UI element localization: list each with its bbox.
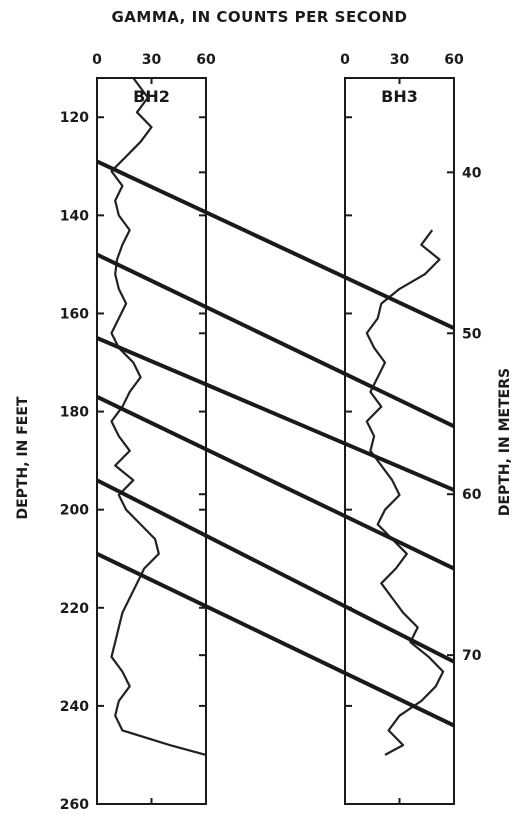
y-tick-label-feet: 160 — [60, 306, 89, 322]
correlation-line — [96, 252, 455, 429]
y-tick-label-feet: 200 — [60, 503, 89, 519]
x-tick-label: 30 — [390, 52, 410, 68]
y-tick-label-feet: 260 — [60, 797, 89, 813]
y-tick-label-meters: 50 — [462, 326, 482, 342]
y-tick-label-meters: 60 — [462, 487, 482, 503]
y-tick-label-feet: 240 — [60, 699, 89, 715]
panel-label-bh3: BH3 — [381, 87, 418, 106]
correlation-line — [96, 395, 455, 571]
panel-frame-bh3 — [344, 77, 455, 805]
x-tick-label: 60 — [196, 52, 216, 68]
x-tick-label: 30 — [142, 52, 162, 68]
chart-title: GAMMA, IN COUNTS PER SECOND — [111, 8, 408, 26]
correlation-line — [96, 478, 455, 664]
x-tick-label: 0 — [92, 52, 102, 68]
y-tick-label-meters: 40 — [462, 165, 482, 181]
correlation-line — [96, 552, 455, 728]
gamma-trace-bh2 — [110, 77, 207, 756]
y-tick-label-feet: 140 — [60, 208, 89, 224]
y-tick-label-feet: 120 — [60, 110, 89, 126]
x-tick-label: 60 — [444, 52, 464, 68]
correlation-line — [96, 336, 455, 492]
gamma-trace-bh3 — [365, 229, 445, 756]
y-axis-label-meters: DEPTH, IN METERS — [497, 367, 513, 517]
y-axis-label-feet: DEPTH, IN FEET — [15, 396, 31, 520]
panel-label-bh2: BH2 — [133, 87, 170, 106]
y-tick-label-feet: 180 — [60, 405, 89, 421]
y-tick-label-meters: 70 — [462, 648, 482, 664]
correlation-line — [96, 159, 455, 330]
y-tick-label-feet: 220 — [60, 601, 89, 617]
x-tick-label: 0 — [340, 52, 350, 68]
